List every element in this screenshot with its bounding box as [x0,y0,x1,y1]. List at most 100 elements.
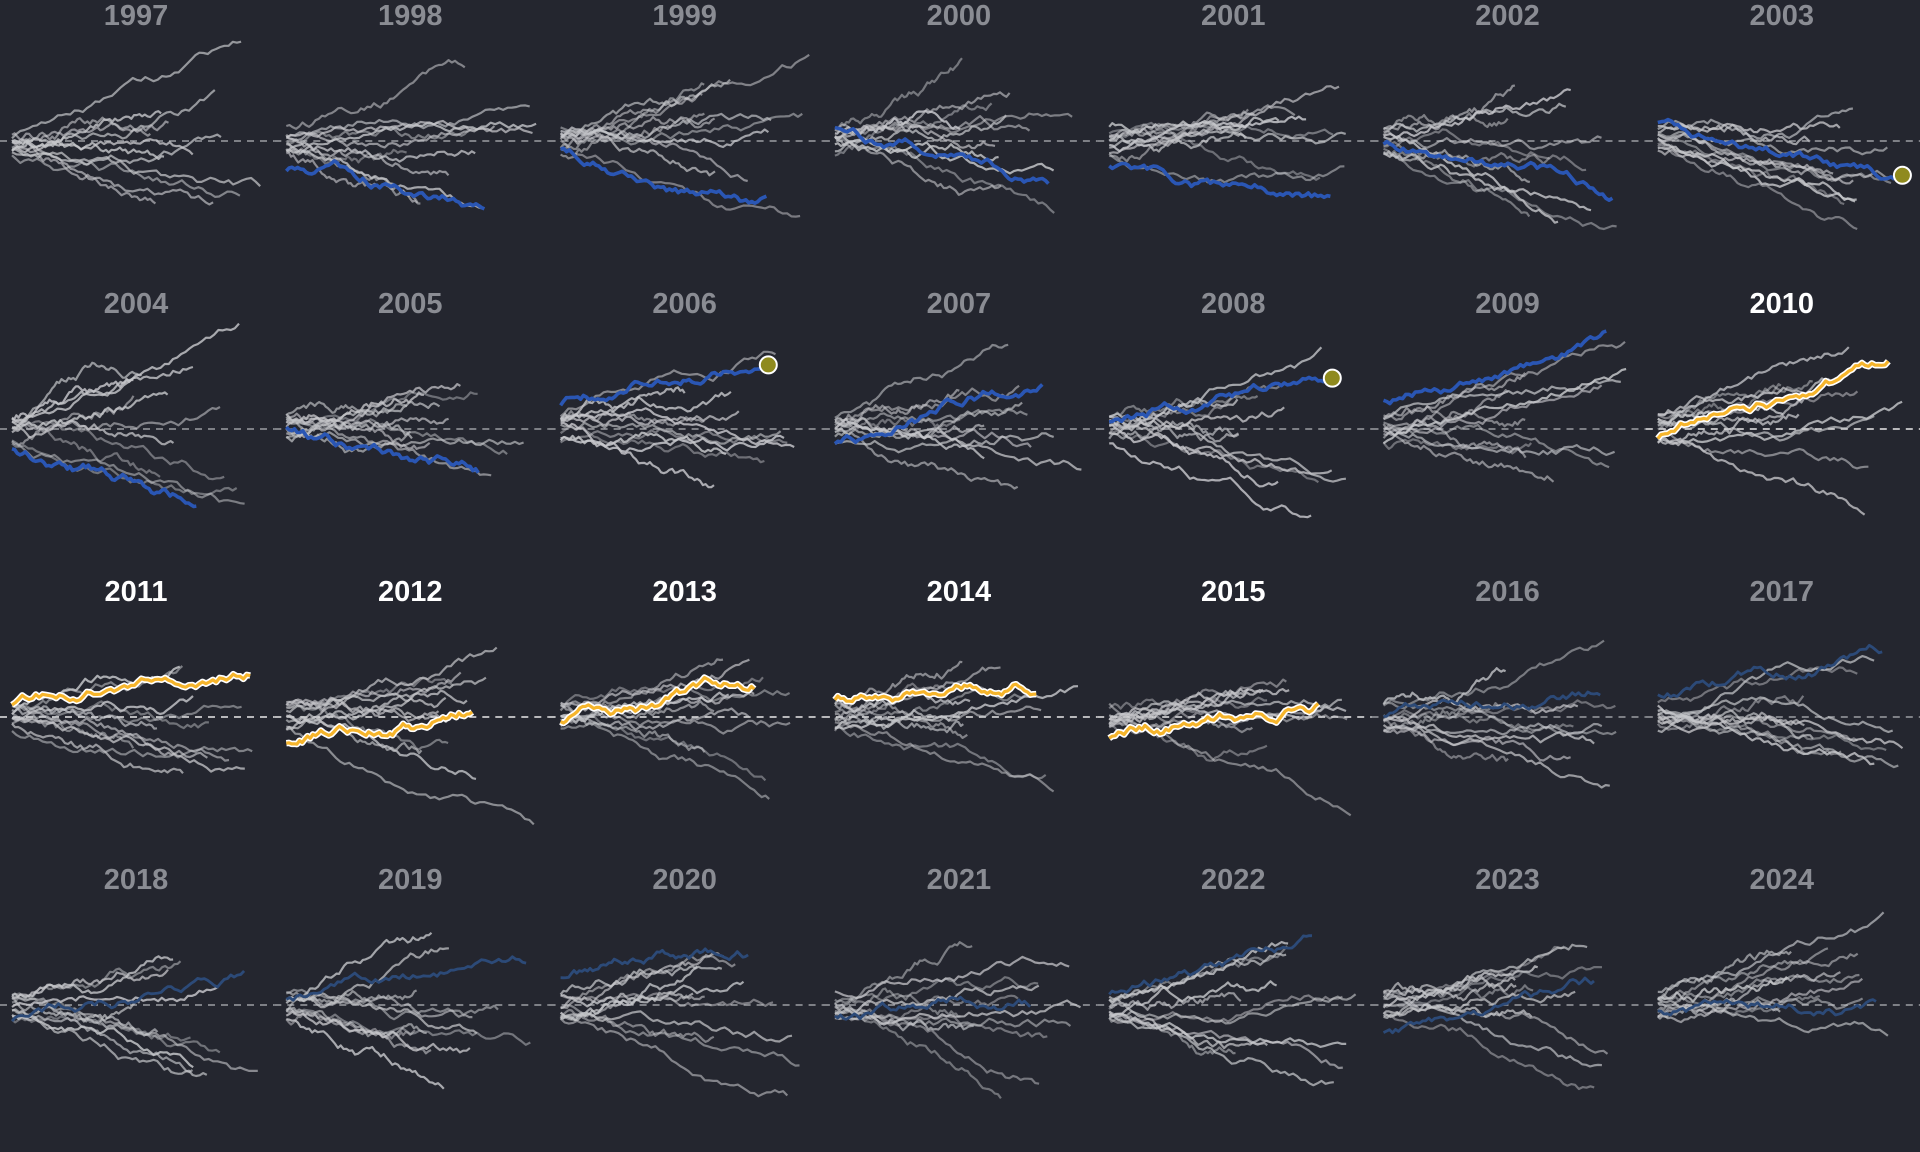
series-line [1108,412,1347,483]
series-line [1383,966,1603,1008]
series-line [11,138,194,156]
series-line [1657,997,1781,1020]
series-line [286,143,476,163]
year-label-2022: 2022 [1201,864,1266,896]
year-label-2023: 2023 [1475,864,1540,896]
focus-series-line [559,146,768,205]
series-line [834,102,993,157]
series-line [1382,1003,1533,1019]
year-label-2003: 2003 [1750,0,1815,32]
series-line [560,1008,715,1043]
panel-2016: 2016 [1371,576,1646,789]
series-line [1383,384,1603,436]
series-line [1382,112,1509,136]
series-line [1108,121,1321,181]
year-label-2001: 2001 [1201,0,1266,32]
series-line [560,421,715,489]
series-line [11,395,135,447]
series-line [285,931,433,1005]
series-line [1108,395,1259,419]
series-line [11,377,134,421]
panel-2023: 2023 [1371,864,1646,1091]
series-line [1382,702,1506,733]
series-line [560,991,694,1022]
series-line [11,1015,191,1042]
series-line [1383,995,1602,1068]
panel-2014: 2014 [822,576,1098,793]
series-line [11,418,161,478]
series-line [560,952,725,1010]
series-line [559,425,765,464]
year-label-2008: 2008 [1201,288,1266,320]
series-line [1383,405,1526,428]
series-line [834,976,1039,1005]
series-line [1383,727,1571,762]
series-line [1108,688,1290,721]
series-line [1657,996,1864,1010]
panel-1999: 1999 [548,0,823,218]
panel-2011: 2011 [0,576,275,774]
year-label-2006: 2006 [652,288,717,320]
series-line [834,420,1082,471]
series-line [560,53,810,137]
series-line [11,110,162,152]
series-line [1108,406,1285,432]
year-label-2007: 2007 [927,288,992,320]
series-line [1108,1015,1334,1087]
panel-2001: 2001 [1097,0,1372,200]
highlight-series-line [833,682,1037,704]
series-line [1382,84,1516,131]
series-line [11,154,241,198]
series-line [11,705,158,730]
series-line [11,151,261,187]
series-line [1383,719,1509,762]
series-line [285,401,408,418]
series-line [1657,666,1858,704]
series-line [1382,724,1610,789]
series-line [1382,1011,1595,1091]
focus-series-line [1108,375,1326,424]
series-line [1657,711,1805,727]
series-line [285,415,412,454]
series-line [1382,372,1526,420]
series-line [286,646,498,730]
series-line [11,1013,194,1074]
series-line [834,401,1023,439]
series-line [834,115,1031,132]
series-line [1657,415,1875,442]
end-marker [1892,165,1912,185]
series-line [560,407,795,448]
year-label-2019: 2019 [378,864,443,896]
series-line [834,112,1073,140]
series-line [1383,943,1588,1019]
series-line [560,112,705,160]
series-line [834,124,996,150]
series-line [1657,715,1904,750]
series-line [834,135,1055,175]
series-line [560,992,774,1008]
series-line [1657,143,1858,231]
series-line [11,722,184,774]
year-label-2020: 2020 [652,864,717,896]
focus-series-line [10,969,246,1023]
series-line [11,695,194,721]
year-label-2002: 2002 [1475,0,1540,32]
series-line [1108,940,1289,1018]
year-label-2013: 2013 [652,576,717,608]
series-line [286,418,508,455]
series-line [1108,415,1333,475]
series-line [286,59,466,130]
year-label-2021: 2021 [927,864,992,896]
year-label-1998: 1998 [378,0,443,32]
year-label-2016: 2016 [1475,576,1540,608]
panel-2006: 2006 [548,288,823,489]
focus-series-line [284,159,486,211]
series-line [11,89,216,146]
series-line [286,988,499,1021]
series-line [1108,116,1280,134]
focus-series-line [560,947,749,980]
series-line [560,131,716,177]
series-line [560,704,750,731]
series-line [834,1011,1002,1100]
panel-2004: 2004 [0,288,275,509]
